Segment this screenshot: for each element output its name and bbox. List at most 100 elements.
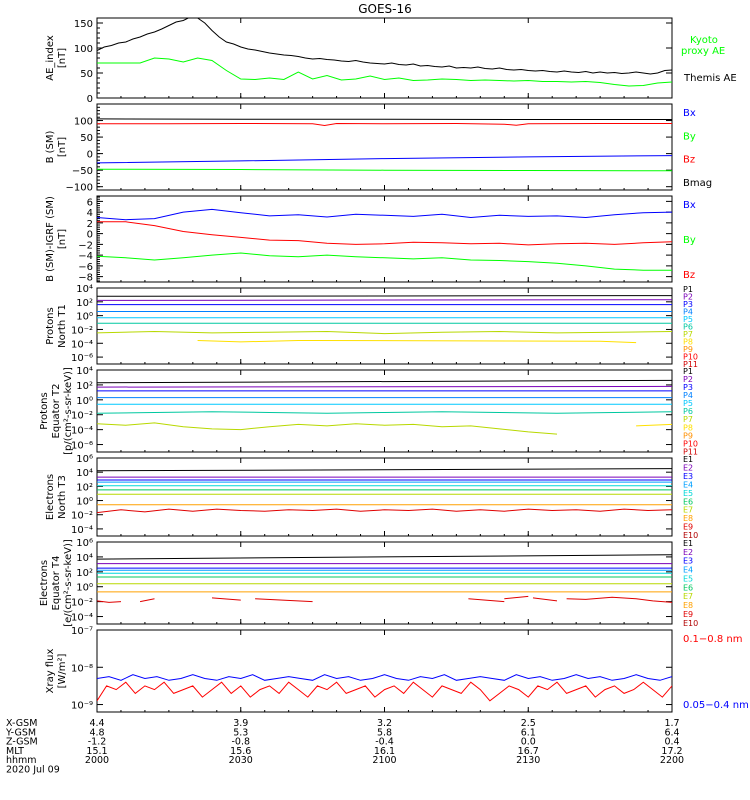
legend-label-p1: P1: [683, 285, 693, 294]
x-row-value: 15.1: [86, 746, 107, 757]
y-tick-label: 10⁻⁶: [71, 353, 93, 364]
y-axis-label: B (SM)-IGRF (SM) [nT]: [45, 196, 68, 282]
x-row-value: 0.0: [521, 737, 536, 748]
y-tick-label: 10⁻²: [71, 325, 93, 336]
legend-label-bz: Bz: [683, 270, 695, 281]
legend-label-e3: E3: [683, 557, 693, 566]
y-tick-label: 10⁰: [76, 583, 93, 594]
legend-label-p2: P2: [683, 292, 693, 301]
series-line-bz: [97, 122, 672, 127]
y-tick-label: 2: [87, 219, 93, 230]
legend-label-0-05-0-4-nm: 0.05−0.4 nm: [683, 700, 749, 711]
x-row-label: hhmm: [6, 755, 37, 766]
y-tick-label: −2: [78, 240, 93, 251]
y-tick-label: 10⁴: [76, 468, 93, 479]
series-line-e9: [140, 598, 155, 603]
x-row-label: MLT: [6, 746, 24, 757]
y-axis-label-line: [W/m²]: [57, 653, 68, 688]
y-tick-label: 10²: [76, 568, 93, 579]
legend-label-p10: P10: [683, 352, 698, 361]
y-tick-label: 10⁻²: [71, 411, 93, 422]
legend-label-p7: P7: [683, 415, 693, 424]
date-label: 2020 Jul 09: [6, 765, 60, 776]
x-row-value: 1.7: [664, 718, 679, 729]
x-row-value: 2200: [660, 755, 684, 766]
y-tick-label: 10⁻⁸: [71, 663, 93, 674]
series-line-p1: [97, 379, 672, 384]
x-row-value: -0.4: [375, 737, 394, 748]
legend-label-p9: P9: [683, 345, 693, 354]
y-tick-label: −100: [66, 183, 93, 194]
legend-label-bmag: Bmag: [683, 178, 712, 189]
series-line-0-05-0-4-nm: [97, 674, 672, 681]
series-line-p7: [97, 330, 672, 335]
y-axis-label-line: [nT]: [57, 48, 68, 68]
y-axis-label-line: North T1: [57, 304, 68, 348]
legend-label-p8: P8: [683, 337, 693, 346]
x-row-value: 5.3: [233, 727, 248, 738]
series-line-e9: [255, 598, 313, 603]
series-line-bx: [97, 155, 672, 164]
legend-label-0-1-0-8-nm: 0.1−0.8 nm: [683, 634, 742, 645]
y-tick-label: 10⁻⁹: [71, 701, 93, 712]
x-row-value: -1.2: [88, 737, 107, 748]
x-row-value: 17.2: [661, 746, 682, 757]
y-axis-label-line: B (SM)-IGRF (SM): [45, 196, 56, 282]
y-axis-label-line: [nT]: [57, 229, 68, 249]
y-tick-label: 10⁻⁴: [71, 426, 93, 437]
legend-label-e4: E4: [683, 480, 693, 489]
series-line-bmag: [97, 118, 672, 120]
legend-label-e6: E6: [683, 583, 693, 592]
y-tick-label: 10⁻²: [71, 511, 93, 522]
series-line-p8: [197, 340, 637, 344]
legend-label-p3: P3: [683, 383, 693, 392]
legend-label-e3: E3: [683, 472, 693, 481]
legend-label-p4: P4: [683, 391, 693, 400]
y-axis-label-line: AE_index: [45, 35, 56, 81]
y-axis-label-line: Protons: [39, 392, 50, 429]
y-axis-label: Protons Equator T2 [p/(cm²-s-sr-keV)]: [39, 367, 74, 455]
legend-label-bx: Bx: [683, 200, 696, 211]
legend-label-e9: E9: [683, 610, 693, 619]
y-tick-label: 50: [80, 133, 93, 144]
y-axis-label-line: [nT]: [57, 137, 68, 157]
series-line-p7: [97, 422, 558, 435]
y-tick-label: 0: [87, 150, 93, 161]
legend-label-e2: E2: [683, 548, 693, 557]
series-line-p2: [97, 299, 672, 301]
series-line-e1: [97, 554, 672, 560]
x-row-value: 2.5: [521, 718, 536, 729]
panel-1: 0 50 100 150 AE_index [nT] Kyoto proxy AE Themis…: [45, 17, 737, 105]
series-line-e9: [211, 597, 241, 601]
series-line-kyoto-proxy-ae: [97, 57, 672, 87]
legend-label-p11: P11: [683, 360, 698, 369]
legend-label-e10: E10: [683, 619, 698, 628]
x-axis-label-rows: X-GSM 4.4 3.9 3.2 2.5 1.7 Y-GSM 4.8 5.3 5.8 6.1 6.4…: [5, 718, 684, 776]
x-row-value: 15.6: [230, 746, 251, 757]
legend-label-e4: E4: [683, 566, 693, 575]
series-line-e9: [532, 597, 558, 602]
series-line-themis-ae: [97, 18, 672, 75]
y-axis-label: AE_index [nT]: [45, 35, 68, 81]
legend-label-p6: P6: [683, 322, 693, 331]
y-axis-label-line: Protons: [45, 307, 56, 344]
series-line-by: [97, 252, 672, 271]
legend-label-p10: P10: [683, 439, 698, 448]
legend-label-p2: P2: [683, 375, 693, 384]
series-line-by: [97, 168, 672, 172]
x-row-value: 2130: [516, 755, 540, 766]
y-tick-label: 100: [74, 44, 93, 55]
y-axis-label-line: Xray flux: [45, 649, 56, 694]
legend-label-p1: P1: [683, 367, 693, 376]
legend-label-e1: E1: [683, 455, 693, 464]
y-axis-label-line: Equator T4: [51, 556, 62, 611]
y-axis-label: Electrons North T3: [45, 474, 68, 520]
panel-frame: [96, 629, 673, 713]
y-tick-label: 10⁻⁴: [71, 525, 93, 536]
legend-label-themis-ae: Themis AE: [683, 73, 737, 84]
legend-label-p3: P3: [683, 300, 693, 309]
